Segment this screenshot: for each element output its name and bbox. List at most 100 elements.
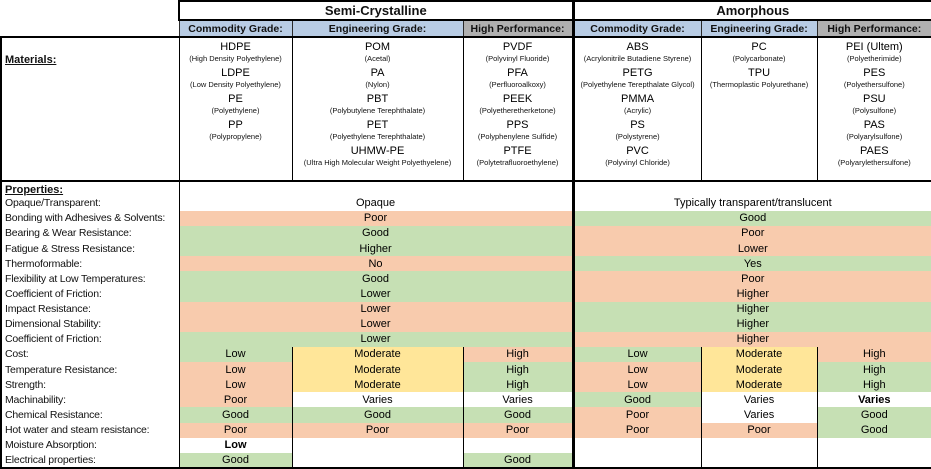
material-full-name: (Polyetherimide) (846, 54, 902, 64)
property-value-cell (700, 452, 818, 469)
property-value-cell: Poor (571, 422, 702, 438)
material-full-name: (Polytetrafluoroethylene) (476, 158, 559, 168)
header-group-row: Semi-Crystalline Amorphous (1, 0, 931, 38)
property-value-semi: Good (179, 225, 574, 242)
materials-cell-semi-high-performance: PVDF (Polyvinyl Fluoride) PFA (Perfluoroalk… (462, 36, 574, 182)
property-row: Fatigue & Stress Resistance: Higher Lower (0, 241, 931, 257)
property-value-cell: Good (179, 407, 292, 423)
property-value-semi: Lower (179, 331, 574, 347)
property-label: Opaque/Transparent: (0, 195, 180, 211)
material-full-name: (High Density Polyethylene) (189, 54, 282, 64)
property-value-semi: Higher (179, 241, 574, 257)
property-value-cell: High (462, 346, 574, 363)
material-acronym: PMMA (621, 93, 655, 106)
property-row: Thermoformable: No Yes (0, 256, 931, 272)
property-value-cell: Good (816, 407, 931, 423)
property-label: Fatigue & Stress Resistance: (0, 241, 180, 257)
grade-header-amorphous-0: Commodity Grade: (571, 19, 702, 39)
material-acronym: PP (228, 119, 243, 132)
material-item: PVDF (Polyvinyl Fluoride) (464, 41, 572, 64)
property-value-cell: Poor (179, 392, 292, 408)
material-item: UHMW-PE (Ultra High Molecular Weight Poly… (293, 145, 462, 168)
group-header-semi-crystalline: Semi-Crystalline (177, 0, 575, 22)
materials-cell-amorphous-commodity: ABS (Acrylonitrile Butadiene Styrene) PETG… (571, 36, 702, 182)
material-full-name: (Polyetheretherketone) (479, 106, 556, 116)
material-acronym: ABS (626, 41, 649, 54)
material-full-name: (Polyarylsulfone) (846, 132, 903, 142)
material-acronym: PS (630, 119, 645, 132)
property-label: Temperature Resistance: (0, 362, 180, 378)
material-item: PP (Polypropylene) (180, 119, 291, 142)
property-row: Bearing & Wear Resistance: Good Poor (0, 225, 931, 242)
property-value-amorphous: Higher (571, 316, 931, 332)
property-label: Moisture Absorption: (0, 437, 180, 453)
material-acronym: PAS (863, 119, 885, 132)
property-value-cell (291, 452, 463, 469)
property-value-cell (571, 437, 702, 453)
corner-spacer (1, 1, 179, 38)
property-row: Machinability: Poor Varies Varies Good Varies… (0, 392, 931, 408)
property-value-cell (816, 452, 931, 469)
property-value-cell: Moderate (700, 346, 818, 363)
material-full-name: (Polyvinyl Fluoride) (485, 54, 550, 64)
material-full-name: (Polyethylene Terephthalate) (329, 132, 426, 142)
material-acronym: PC (751, 41, 767, 54)
property-value-semi: Good (179, 271, 574, 287)
property-value-cell: Varies (291, 392, 463, 408)
grade-header-amorphous-2: High Performance: (816, 19, 931, 39)
material-item: PVC (Polyvinyl Chloride) (576, 145, 700, 168)
property-value-cell: Poor (571, 407, 702, 423)
material-item: PS (Polystyrene) (576, 119, 700, 142)
material-full-name: (Polypropylene) (209, 132, 262, 142)
property-value-amorphous: Poor (571, 225, 931, 242)
materials-cell-amorphous-high-performance: PEI (Ultem) (Polyetherimide) PES (Polyether… (816, 36, 931, 182)
material-item: TPU (Thermoplastic Polyurethane) (702, 67, 816, 90)
material-item: PAS (Polyarylsulfone) (818, 119, 930, 142)
material-full-name: (Low Density Polyethylene) (190, 80, 281, 90)
material-full-name: (Polystyrene) (615, 132, 660, 142)
material-item: HDPE (High Density Polyethylene) (180, 41, 291, 64)
property-value-cell: Low (571, 362, 702, 378)
materials-label: Materials: (0, 36, 180, 182)
property-value-cell (571, 452, 702, 469)
property-label: Thermoformable: (0, 256, 180, 272)
materials-cell-amorphous-engineering: PC (Polycarbonate) TPU (Thermoplastic Polyu… (700, 36, 818, 182)
material-acronym: PVC (626, 145, 649, 158)
property-value-amorphous: Higher (571, 286, 931, 302)
material-full-name: (Acrylonitrile Butadiene Styrene) (583, 54, 692, 64)
material-item: PTFE (Polytetrafluoroethylene) (464, 145, 572, 168)
material-acronym: UHMW-PE (350, 145, 405, 158)
properties-heading-row: Properties: (0, 180, 931, 196)
properties-spacer-amorphous (571, 180, 931, 196)
property-label: Chemical Resistance: (0, 407, 180, 423)
material-acronym: LDPE (221, 67, 250, 80)
material-item: PES (Polyethersulfone) (818, 67, 930, 90)
property-value-semi: Poor (179, 210, 574, 226)
property-value-cell: Poor (462, 422, 574, 438)
property-row: Opaque/Transparent: Opaque Typically trans… (0, 195, 931, 211)
material-item: LDPE (Low Density Polyethylene) (180, 67, 291, 90)
material-item: POM (Acetal) (293, 41, 462, 64)
property-value-cell: High (816, 346, 931, 363)
property-label: Dimensional Stability: (0, 316, 180, 332)
property-value-amorphous: Lower (571, 241, 931, 257)
material-item: PBT (Polybutylene Terephthalate) (293, 93, 462, 116)
property-value-cell: Good (571, 392, 702, 408)
material-item: PFA (Perfluoroalkoxy) (464, 67, 572, 90)
property-row: Chemical Resistance: Good Good Good Poor Vari… (0, 407, 931, 423)
property-value-cell: Good (179, 452, 292, 469)
material-full-name: (Nylon) (365, 80, 390, 90)
property-value-cell: Varies (700, 407, 818, 423)
property-value-cell: Good (462, 452, 574, 469)
property-value-cell: High (816, 377, 931, 393)
material-acronym: POM (364, 41, 391, 54)
property-value-cell: Moderate (291, 346, 463, 363)
material-item: PEEK (Polyetheretherketone) (464, 93, 572, 116)
property-label: Coefficient of Friction: (0, 286, 180, 302)
material-full-name: (Acrylic) (623, 106, 652, 116)
material-acronym: PET (366, 119, 389, 132)
property-value-cell: Varies (462, 392, 574, 408)
property-row: Moisture Absorption: Low (0, 437, 931, 453)
